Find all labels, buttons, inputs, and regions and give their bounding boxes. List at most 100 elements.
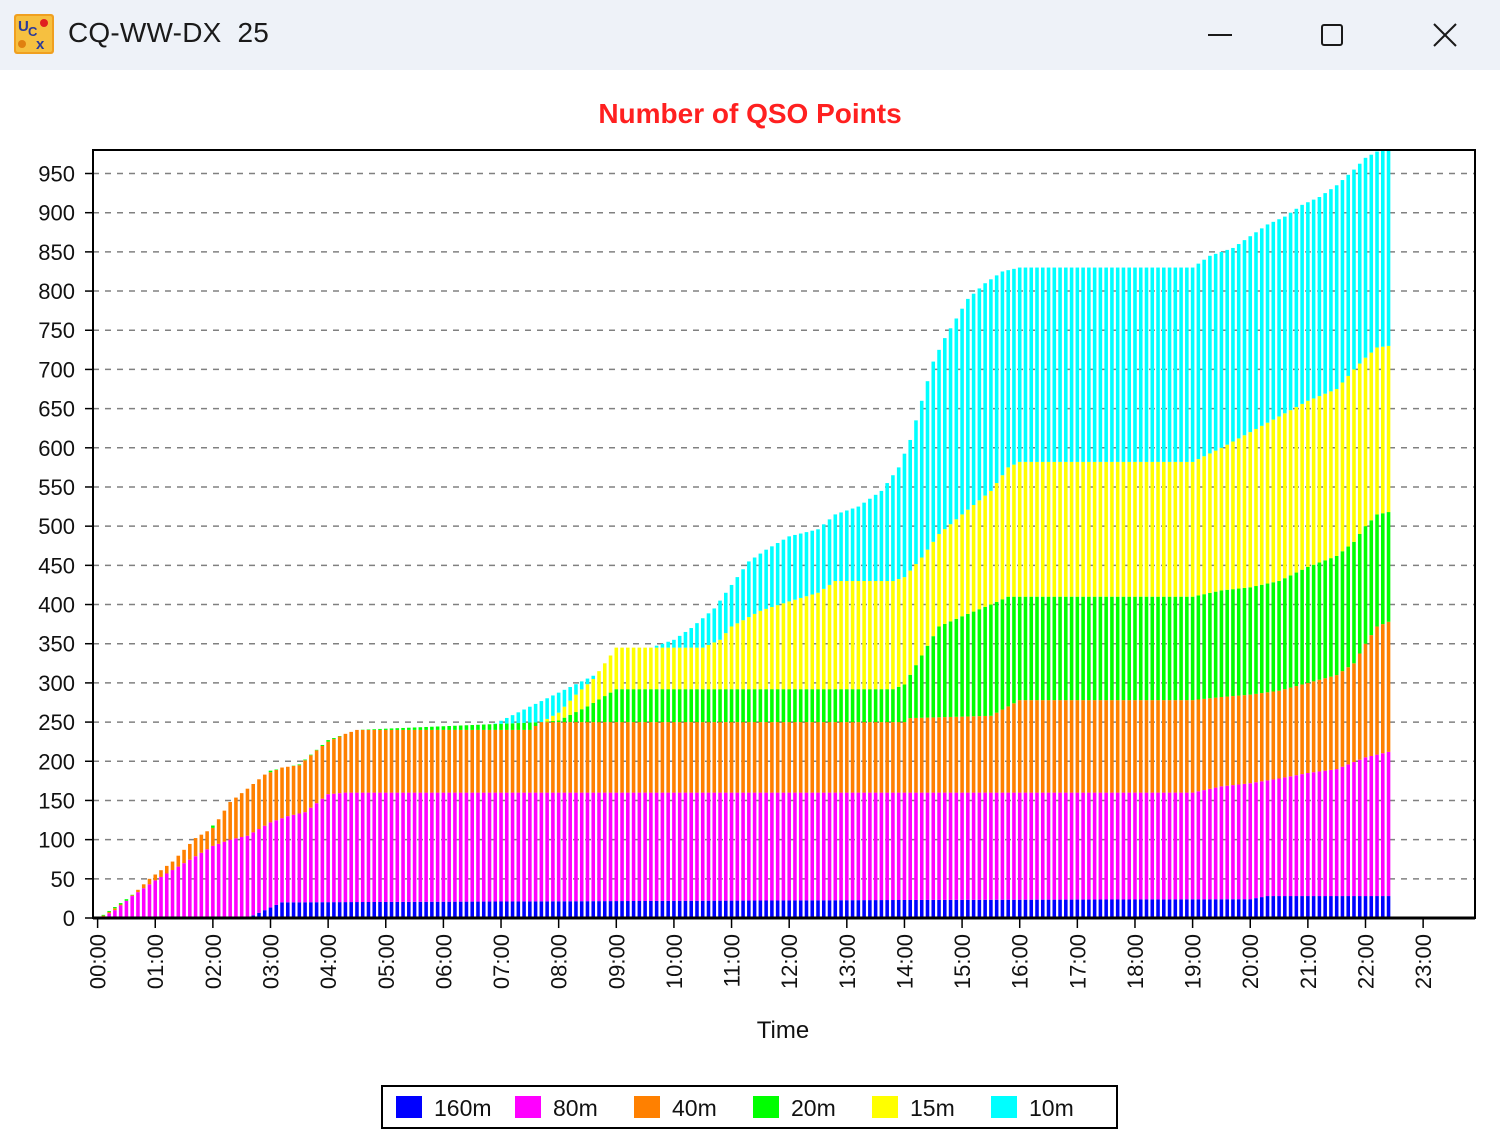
bar-segment-15m: [781, 603, 786, 690]
bar-segment-10m: [1386, 150, 1391, 346]
bar-segment-20m: [787, 689, 791, 723]
bar-segment-80m: [320, 798, 325, 903]
bar-segment-10m: [954, 318, 959, 520]
bar-segment-80m: [1156, 792, 1160, 900]
bar-segment-40m: [833, 722, 838, 793]
bar-segment-20m: [821, 689, 826, 723]
bar-segment-80m: [677, 792, 682, 901]
bar-segment-40m: [637, 722, 642, 793]
bar-segment-10m: [516, 712, 521, 724]
bar-segment-40m: [1190, 700, 1195, 793]
minimize-button[interactable]: [1165, 0, 1275, 70]
bar-segment-160m: [1150, 899, 1155, 918]
bar-segment-160m: [268, 907, 273, 918]
bar-segment-10m: [977, 288, 982, 501]
bar-segment-80m: [597, 792, 601, 902]
bar-segment-80m: [343, 792, 348, 903]
bar-segment-80m: [1110, 792, 1114, 900]
bar-segment-15m: [741, 620, 745, 690]
bar-segment-40m: [568, 722, 572, 793]
y-tick-label: 0: [63, 906, 75, 931]
bar-segment-80m: [505, 792, 509, 902]
bar-segment-40m: [551, 722, 555, 793]
bar-segment-20m: [1150, 596, 1155, 701]
bar-segment-160m: [758, 900, 763, 918]
bar-segment-80m: [211, 845, 215, 918]
bar-segment-15m: [821, 588, 826, 690]
bar-segment-40m: [303, 760, 307, 813]
bar-segment-80m: [925, 792, 930, 900]
bar-segment-160m: [389, 901, 394, 918]
bar-segment-20m: [608, 692, 613, 723]
x-tick-label: 14:00: [892, 934, 917, 989]
bar-segment-15m: [1352, 369, 1356, 542]
bar-segment-10m: [1144, 267, 1149, 462]
bar-segment-40m: [1288, 687, 1293, 777]
bar-segment-20m: [810, 689, 815, 723]
bar-segment-40m: [378, 729, 382, 793]
bar-segment-40m: [919, 717, 924, 793]
bar-segment-10m: [1017, 267, 1022, 462]
bar-segment-10m: [948, 328, 953, 525]
bar-segment-15m: [672, 647, 676, 690]
legend-swatch-80m: [515, 1096, 541, 1118]
bar-segment-80m: [793, 792, 797, 901]
bar-segment-10m: [695, 623, 699, 648]
bar-segment-20m: [637, 689, 642, 723]
x-tick-label: 10:00: [662, 934, 687, 989]
close-icon: [1433, 23, 1457, 47]
bar-segment-160m: [1000, 899, 1005, 918]
bar-segment-160m: [360, 902, 365, 918]
bar-segment-20m: [1058, 596, 1062, 701]
legend-swatch-15m: [872, 1096, 898, 1118]
bar-segment-20m: [1179, 596, 1183, 701]
bar-segment-40m: [712, 722, 717, 793]
bar-segment-160m: [505, 901, 509, 918]
x-axis-label: Time: [757, 1017, 809, 1044]
bar-segment-40m: [1144, 700, 1149, 793]
bar-segment-40m: [545, 722, 549, 793]
bar-segment-10m: [1029, 267, 1034, 462]
bar-segment-10m: [528, 706, 532, 723]
bar-segment-20m: [677, 689, 682, 723]
title-bar[interactable]: U C x CQ-WW-DX 25: [0, 0, 1500, 70]
bar-segment-40m: [626, 722, 630, 793]
bar-segment-40m: [770, 722, 774, 793]
bar-segment-160m: [453, 901, 457, 918]
bar-segment-10m: [879, 490, 884, 582]
bar-segment-80m: [1167, 792, 1172, 900]
bar-segment-20m: [747, 689, 751, 723]
bar-segment-10m: [1115, 267, 1120, 462]
bar-segment-20m: [1185, 596, 1189, 701]
bar-segment-80m: [1190, 792, 1195, 900]
bar-segment-40m: [1340, 671, 1345, 767]
close-button[interactable]: [1390, 0, 1500, 70]
bar-segment-40m: [216, 819, 221, 844]
bar-segment-40m: [994, 712, 999, 793]
bar-segment-80m: [447, 792, 451, 902]
bar-segment-80m: [1352, 762, 1356, 897]
bar-segment-40m: [107, 911, 111, 914]
bar-segment-80m: [960, 792, 964, 900]
bar-segment-40m: [810, 722, 815, 793]
bar-segment-10m: [1075, 267, 1080, 462]
bar-segment-80m: [660, 792, 665, 901]
bar-segment-20m: [816, 689, 820, 723]
bar-segment-80m: [1271, 779, 1276, 897]
bar-segment-10m: [1081, 267, 1085, 462]
bar-segment-40m: [873, 722, 878, 793]
bar-segment-20m: [833, 689, 838, 723]
bar-segment-20m: [453, 725, 457, 730]
bar-segment-15m: [1340, 382, 1345, 552]
bar-segment-160m: [1288, 896, 1293, 918]
bar-segment-160m: [470, 901, 475, 918]
bar-segment-15m: [747, 617, 751, 690]
maximize-button[interactable]: [1277, 0, 1387, 70]
bar-segment-160m: [948, 899, 953, 918]
bar-segment-10m: [868, 498, 872, 582]
bar-segment-40m: [614, 722, 619, 793]
bar-segment-80m: [1040, 792, 1045, 900]
bar-segment-20m: [383, 728, 388, 730]
bar-segment-80m: [1127, 792, 1131, 900]
bar-segment-10m: [1110, 267, 1114, 462]
